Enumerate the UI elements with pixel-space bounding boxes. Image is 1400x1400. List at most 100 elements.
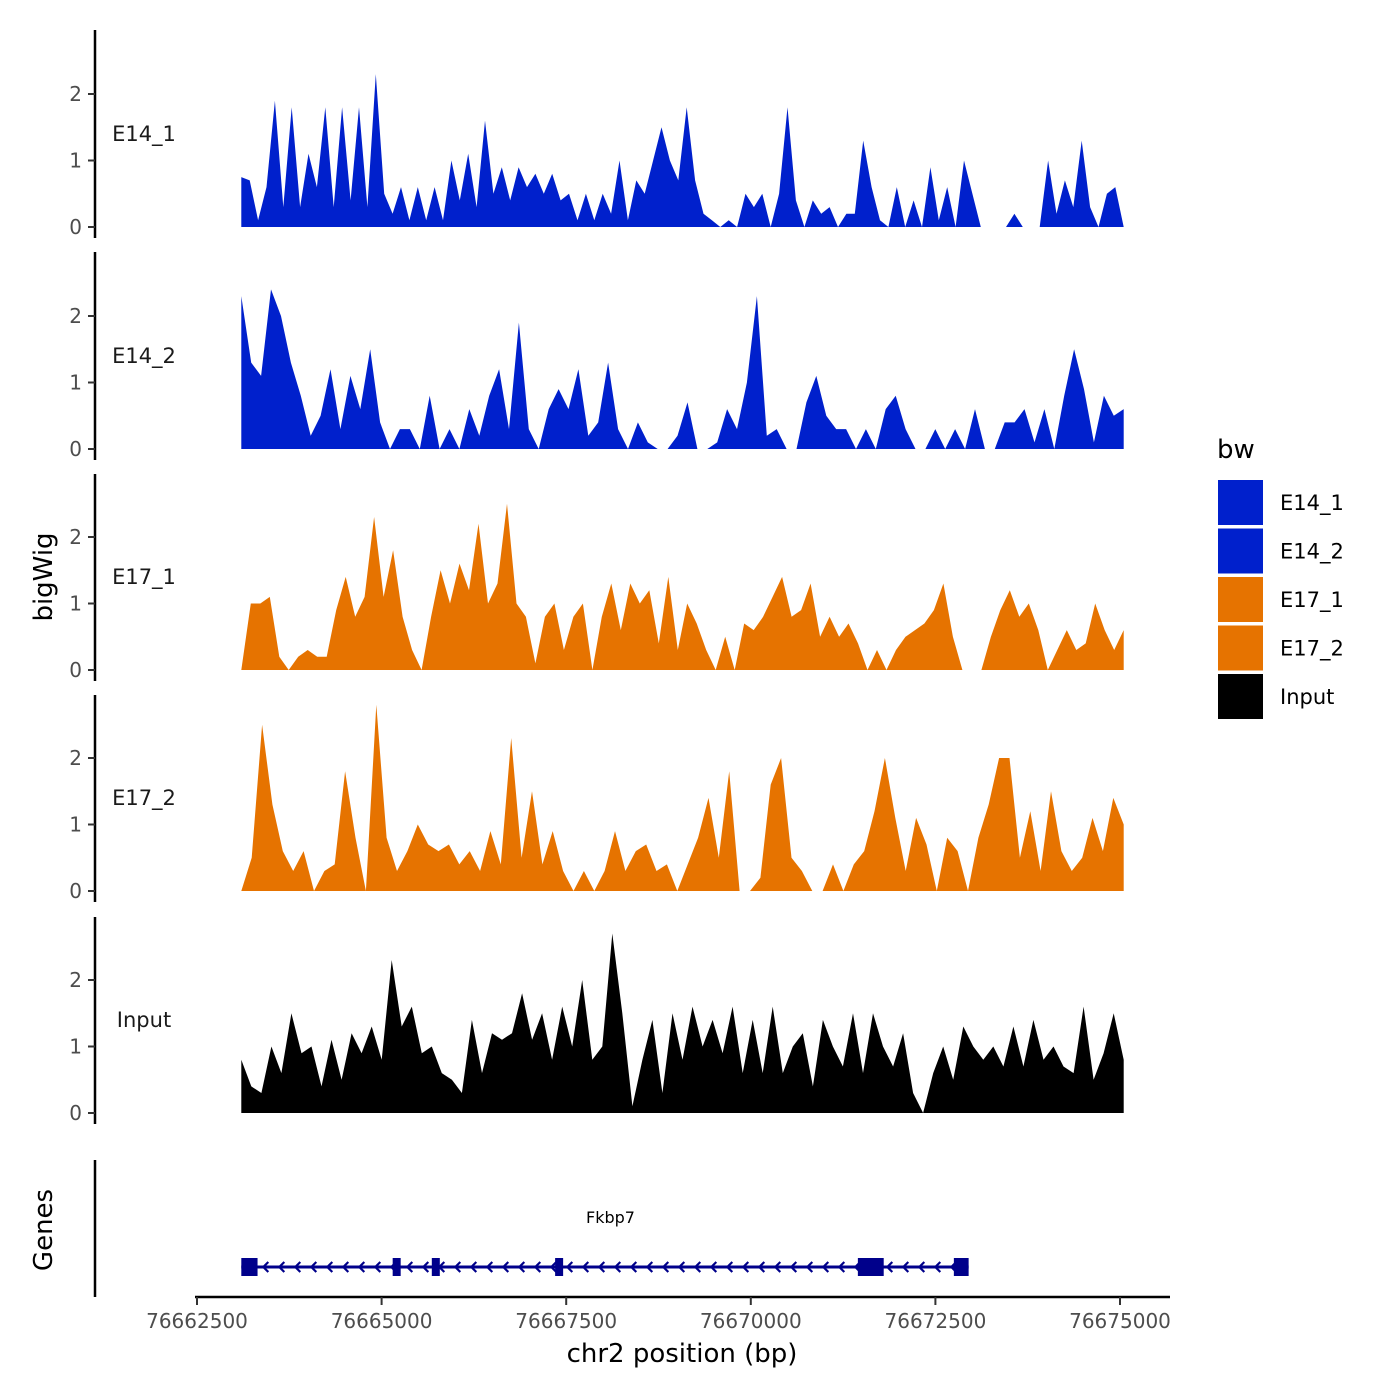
gene-layer: Fkbp7: [93, 1160, 969, 1297]
legend-label: E17_2: [1280, 637, 1344, 662]
x-tick-label: 76662500: [146, 1309, 248, 1333]
legend-label: E17_1: [1280, 588, 1344, 613]
x-axis-title: chr2 position (bp): [567, 1339, 798, 1369]
track-e17-2: 0 1 2 E17_2: [69, 695, 1124, 903]
strand-arrow: [293, 1261, 302, 1273]
exon: [241, 1258, 258, 1276]
signal-area: [241, 289, 1124, 449]
track-label: E17_1: [112, 565, 176, 590]
strand-arrow: [741, 1261, 750, 1273]
strand-arrow: [661, 1261, 670, 1273]
strand-arrow: [837, 1261, 846, 1273]
y-tick-label: 2: [69, 525, 82, 549]
y-tick-label: 2: [69, 746, 82, 770]
strand-arrow: [821, 1261, 830, 1273]
strand-arrow: [549, 1261, 558, 1273]
strand-arrow: [613, 1261, 622, 1273]
y-tick-label: 1: [69, 1035, 82, 1059]
strand-arrow: [645, 1261, 654, 1273]
strand-arrow: [261, 1261, 270, 1273]
strand-arrow: [581, 1261, 590, 1273]
y-tick-label: 0: [69, 879, 82, 903]
track-label: E14_1: [112, 122, 176, 147]
legend-swatch: [1218, 528, 1263, 574]
track-label: E17_2: [112, 786, 176, 811]
strand-arrow: [629, 1261, 638, 1273]
exon: [431, 1258, 440, 1276]
gene-name: Fkbp7: [586, 1208, 635, 1227]
signal-area: [241, 704, 1124, 891]
strand-arrow: [565, 1261, 574, 1273]
strand-arrow: [901, 1261, 910, 1273]
y-tick-label: 2: [69, 82, 82, 106]
exon: [555, 1258, 564, 1276]
y-tick-label: 1: [69, 592, 82, 616]
strand-arrow: [501, 1261, 510, 1273]
strand-arrow: [357, 1261, 366, 1273]
strand-arrow: [533, 1261, 542, 1273]
strand-arrow: [917, 1261, 926, 1273]
tracks-layer: 0 1 2 E14_1 0 1 2 E14_2 0 1 2 E17_1 0 1 2 E17_2 0 1 2 Input: [69, 30, 1124, 1125]
signal-area: [241, 503, 1124, 670]
y-tick-label: 0: [69, 658, 82, 682]
exon: [392, 1258, 401, 1276]
strand-arrow: [693, 1261, 702, 1273]
exon: [953, 1258, 969, 1276]
track-e17-1: 0 1 2 E17_1: [69, 474, 1124, 682]
track-e14-1: 0 1 2 E14_1: [69, 30, 1124, 239]
strand-arrow: [373, 1261, 382, 1273]
strand-arrow: [277, 1261, 286, 1273]
strand-arrow: [597, 1261, 606, 1273]
signal-area: [241, 74, 1124, 227]
y-tick-label: 0: [69, 215, 82, 239]
legend-swatch: [1218, 577, 1263, 622]
track-label: Input: [117, 1008, 171, 1032]
legend-swatch: [1218, 674, 1263, 719]
legend-label: E14_2: [1280, 540, 1344, 565]
strand-arrow: [309, 1261, 318, 1273]
legend-label: Input: [1280, 685, 1334, 709]
y-tick-label: 1: [69, 149, 82, 173]
strand-arrow: [757, 1261, 766, 1273]
legend-swatch: [1218, 480, 1263, 525]
strand-arrow: [709, 1261, 718, 1273]
strand-arrow: [405, 1261, 414, 1273]
legend-label: E14_1: [1280, 491, 1344, 516]
strand-arrow: [469, 1261, 478, 1273]
legend: bw E14_1 E14_2 E17_1 E17_2 Input: [1217, 435, 1344, 719]
x-tick-label: 76675000: [1069, 1309, 1171, 1333]
x-axis: 76662500 76665000 76667500 76670000 76672500…: [146, 1295, 1171, 1333]
strand-arrow: [725, 1261, 734, 1273]
x-tick-label: 76667500: [515, 1309, 617, 1333]
strand-arrow: [485, 1261, 494, 1273]
strand-arrow: [453, 1261, 462, 1273]
strand-arrow: [933, 1261, 942, 1273]
y-tick-label: 1: [69, 371, 82, 395]
exon: [857, 1258, 884, 1276]
y-tick-label: 1: [69, 813, 82, 837]
strand-arrow: [789, 1261, 798, 1273]
signal-area: [241, 933, 1124, 1113]
gene-track-title: Genes: [29, 1189, 59, 1271]
legend-swatch: [1218, 625, 1263, 671]
strand-arrow: [325, 1261, 334, 1273]
strand-arrow: [421, 1261, 430, 1273]
x-tick-label: 76670000: [700, 1309, 802, 1333]
x-tick-label: 76672500: [885, 1309, 987, 1333]
strand-arrow: [885, 1261, 894, 1273]
strand-arrow: [517, 1261, 526, 1273]
y-tick-label: 2: [69, 304, 82, 328]
legend-title: bw: [1217, 435, 1255, 465]
track-e14-2: 0 1 2 E14_2: [69, 252, 1124, 461]
y-tick-label: 0: [69, 1101, 82, 1125]
strand-arrow: [341, 1261, 350, 1273]
track-input: 0 1 2 Input: [69, 917, 1124, 1125]
strand-arrow: [805, 1261, 814, 1273]
y-axis-title: bigWig: [29, 532, 59, 621]
strand-arrow: [773, 1261, 782, 1273]
track-label: E14_2: [112, 344, 176, 369]
y-tick-label: 0: [69, 437, 82, 461]
x-tick-label: 76665000: [331, 1309, 433, 1333]
strand-arrow: [677, 1261, 686, 1273]
